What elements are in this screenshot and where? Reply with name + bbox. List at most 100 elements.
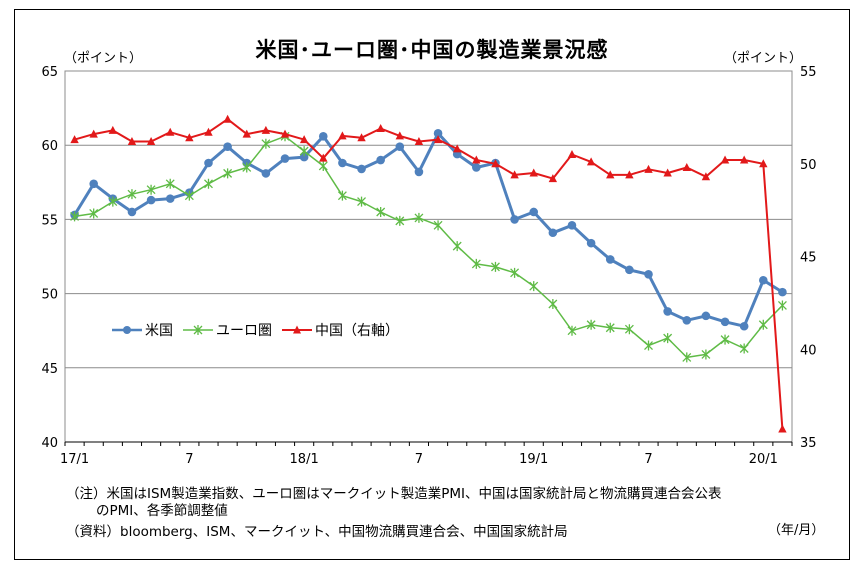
euro-point xyxy=(184,190,194,201)
euro-point xyxy=(395,215,405,226)
china-point xyxy=(644,164,653,173)
euro-point xyxy=(242,162,252,173)
x-tick-label: 7 xyxy=(644,452,652,467)
us-point xyxy=(280,154,290,163)
china-point xyxy=(548,174,558,183)
right-tick-label: 55 xyxy=(800,65,817,80)
china-point xyxy=(491,159,500,168)
china-point xyxy=(433,135,443,144)
right-tick-label: 50 xyxy=(800,158,817,173)
us-point xyxy=(146,195,156,205)
series-line-0 xyxy=(73,131,784,328)
china-point xyxy=(778,424,787,433)
china-point xyxy=(567,149,577,158)
us-point xyxy=(204,158,213,168)
us-point xyxy=(127,207,137,217)
euro-point xyxy=(644,340,653,351)
china-point xyxy=(625,170,634,179)
china-point xyxy=(108,125,118,134)
x-axis-unit: （年/月） xyxy=(768,523,825,538)
china-point xyxy=(510,170,519,179)
left-tick-label: 55 xyxy=(41,213,58,228)
chart-frame xyxy=(14,9,850,560)
china-point xyxy=(720,155,730,164)
euro-point xyxy=(567,325,577,336)
china-point xyxy=(606,170,615,179)
euro-point xyxy=(357,196,366,207)
x-tick-label: 18/1 xyxy=(290,452,319,467)
plot-area xyxy=(64,70,793,443)
left-tick-label: 45 xyxy=(41,362,58,377)
euro-point xyxy=(624,324,634,335)
euro-point xyxy=(452,241,462,252)
euro-point xyxy=(318,160,328,171)
x-tick-label: 7 xyxy=(185,452,193,467)
china-point xyxy=(319,153,328,162)
us-point xyxy=(720,317,730,327)
us-point xyxy=(625,265,634,275)
euro-point xyxy=(586,319,596,330)
euro-point xyxy=(529,281,539,292)
china-point xyxy=(299,135,309,144)
us-point xyxy=(299,152,309,162)
us-point xyxy=(510,215,519,224)
legend-item-us: 米国 xyxy=(112,320,173,340)
china-point xyxy=(185,133,194,142)
us-point xyxy=(89,179,98,189)
legend-marker-china xyxy=(282,325,312,334)
china-point xyxy=(472,155,481,164)
china-point xyxy=(682,162,691,171)
us-point xyxy=(357,164,366,174)
series-line-1 xyxy=(74,135,783,359)
euro-point xyxy=(777,300,787,311)
x-tick-label: 19/1 xyxy=(519,452,548,467)
us-point xyxy=(223,142,232,151)
us-point xyxy=(414,167,424,177)
china-point xyxy=(280,129,290,138)
china-point xyxy=(414,136,424,145)
us-point xyxy=(701,311,711,321)
euro-point xyxy=(337,190,347,201)
chart-title: 米国･ユーロ圏･中国の製造業景況感 xyxy=(255,38,609,62)
us-point xyxy=(433,129,443,138)
china-point xyxy=(376,124,385,133)
euro-point xyxy=(548,298,558,309)
china-point xyxy=(223,114,232,123)
left-tick-label: 65 xyxy=(41,65,58,80)
euro-point xyxy=(605,322,615,333)
euro-point xyxy=(108,196,118,207)
legend-label-china: 中国（右軸） xyxy=(315,323,399,339)
right-tick-label: 40 xyxy=(800,343,817,358)
china-point xyxy=(759,159,768,168)
euro-point xyxy=(414,212,424,223)
note-line-3: （資料）bloomberg、ISM、マークイット、中国物流購買連合会、中国国家統… xyxy=(66,524,568,540)
us-point xyxy=(682,316,692,325)
euro-point xyxy=(127,189,137,200)
china-point xyxy=(452,144,462,153)
euro-point xyxy=(739,343,749,354)
right-tick-label: 45 xyxy=(800,251,817,266)
china-point xyxy=(395,131,405,140)
us-point xyxy=(318,131,328,141)
us-point xyxy=(529,207,539,217)
legend-marker-euro xyxy=(183,325,213,335)
note-line-1: （注）米国はISM製造業指数、ユーロ圏はマークイット製造業PMI、中国は国家統計… xyxy=(66,486,722,502)
china-point xyxy=(701,172,711,181)
euro-point xyxy=(165,178,175,189)
legend-label-euro: ユーロ圏 xyxy=(216,323,272,339)
euro-point xyxy=(663,333,673,344)
euro-point xyxy=(433,220,443,231)
china-point xyxy=(70,135,79,144)
china-point xyxy=(127,136,137,145)
us-point xyxy=(165,194,175,203)
us-point xyxy=(605,255,615,264)
us-point xyxy=(778,287,787,297)
left-tick-label: 50 xyxy=(41,288,58,303)
x-tick-label: 17/1 xyxy=(60,452,89,467)
euro-point xyxy=(204,178,213,189)
x-tick-label: 20/1 xyxy=(749,452,778,467)
legend-marker-us xyxy=(112,326,142,334)
euro-point xyxy=(146,184,156,195)
us-point xyxy=(663,307,672,316)
